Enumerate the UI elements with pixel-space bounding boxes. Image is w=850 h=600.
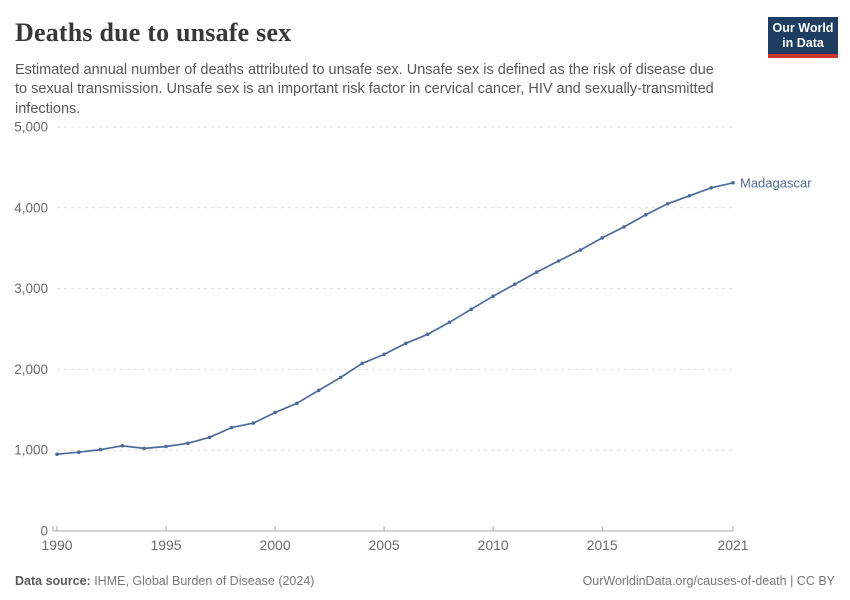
data-point xyxy=(513,282,517,287)
x-tick-label: 2000 xyxy=(259,537,290,553)
data-point xyxy=(77,450,81,455)
data-point xyxy=(469,307,474,312)
page-subtitle: Estimated annual number of deaths attrib… xyxy=(15,62,714,117)
data-point xyxy=(578,248,583,252)
data-point xyxy=(164,444,168,449)
data-point xyxy=(491,294,495,299)
data-point xyxy=(709,186,713,190)
data-point xyxy=(644,213,648,217)
data-point xyxy=(316,388,321,393)
data-point xyxy=(338,375,343,380)
logo-line-1: Our World xyxy=(772,21,834,35)
x-tick-label: 1995 xyxy=(150,537,181,553)
logo-line-2: in Data xyxy=(782,35,824,50)
data-point xyxy=(229,425,234,430)
y-tick-label: 2,000 xyxy=(14,362,48,377)
data-point xyxy=(186,441,190,446)
data-source: Data source: IHME, Global Burden of Dise… xyxy=(15,574,314,588)
y-tick-label: 3,000 xyxy=(14,281,48,296)
x-tick-label: 2015 xyxy=(587,537,618,553)
data-point xyxy=(142,446,146,451)
entity-label-madagascar[interactable]: Madagascar xyxy=(740,175,812,190)
chart-header: Deaths due to unsafe sex Our World in Da… xyxy=(15,10,838,119)
data-point xyxy=(425,332,430,337)
y-tick-label: 1,000 xyxy=(14,443,48,458)
data-point xyxy=(360,361,365,366)
data-point xyxy=(55,452,59,457)
y-tick-label: 5,000 xyxy=(14,120,48,135)
x-tick-label: 2021 xyxy=(717,537,748,553)
data-point xyxy=(98,447,103,452)
data-point xyxy=(295,401,299,406)
y-tick-label: 0 xyxy=(40,524,48,539)
data-point xyxy=(600,236,604,240)
data-point xyxy=(251,421,256,425)
data-point xyxy=(404,341,408,346)
data-point xyxy=(556,259,561,263)
data-point xyxy=(534,270,539,274)
y-tick-label: 4,000 xyxy=(14,200,48,215)
owid-logo[interactable]: Our World in Data xyxy=(768,17,838,58)
data-point xyxy=(273,410,277,415)
data-point xyxy=(687,194,692,198)
x-tick-label: 2010 xyxy=(478,537,509,553)
x-tick-label: 2005 xyxy=(369,537,400,553)
data-point xyxy=(207,435,212,440)
data-point xyxy=(622,225,626,229)
logo-red-bar xyxy=(768,53,838,58)
chart-footer: Data source: IHME, Global Burden of Dise… xyxy=(15,574,835,588)
owid-logo-text: Our World in Data xyxy=(768,17,838,54)
footer-link[interactable]: OurWorldinData.org/causes-of-death | CC … xyxy=(582,574,835,588)
data-source-text: IHME, Global Burden of Disease (2024) xyxy=(90,574,315,588)
data-point xyxy=(382,352,386,357)
data-source-label: Data source: xyxy=(15,574,91,588)
data-point xyxy=(665,202,670,206)
data-point xyxy=(731,181,735,185)
x-tick-label: 1990 xyxy=(41,537,72,553)
data-point xyxy=(447,320,452,325)
data-point xyxy=(120,444,125,448)
page-title: Deaths due to unsafe sex xyxy=(15,18,292,47)
trend-line-madagascar[interactable] xyxy=(56,181,734,456)
